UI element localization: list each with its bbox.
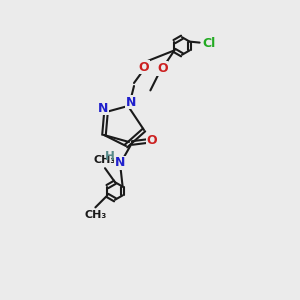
Text: O: O — [147, 134, 157, 148]
Text: CH₃: CH₃ — [84, 210, 106, 220]
Text: N: N — [126, 95, 136, 109]
Text: N: N — [115, 157, 125, 169]
Text: H: H — [105, 151, 115, 164]
Text: N: N — [98, 101, 108, 115]
Text: O: O — [157, 62, 168, 75]
Text: CH₃: CH₃ — [94, 155, 116, 165]
Text: Cl: Cl — [202, 37, 216, 50]
Text: O: O — [139, 61, 149, 74]
